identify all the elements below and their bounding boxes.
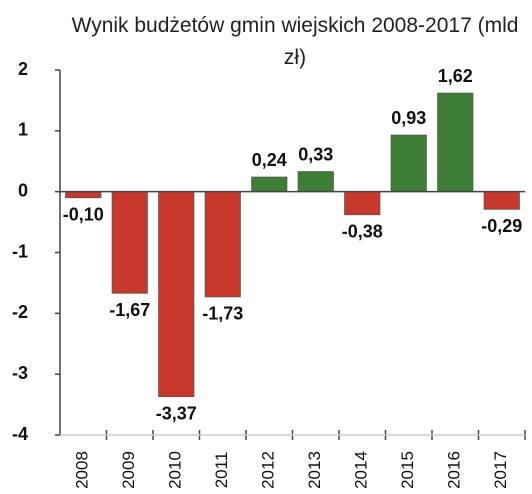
x-tick-label: 2008 xyxy=(73,451,92,489)
value-label: -0,29 xyxy=(481,216,522,236)
chart-title: Wynik budżetów gmin wiejskich 2008-2017 … xyxy=(71,14,519,69)
bar xyxy=(111,191,148,294)
value-label: 0,93 xyxy=(391,108,426,128)
bar xyxy=(204,191,241,298)
value-label: -3,37 xyxy=(156,403,197,423)
x-tick-label: 2011 xyxy=(212,452,231,489)
y-tick-label: -2 xyxy=(12,302,28,322)
bar xyxy=(344,191,381,216)
y-tick-label: 2 xyxy=(18,59,28,79)
value-label: 1,62 xyxy=(438,66,473,86)
x-tick-label: 2017 xyxy=(491,451,510,489)
value-label: -0,38 xyxy=(342,222,383,242)
y-tick-label: -1 xyxy=(12,241,28,261)
x-tick-label: 2014 xyxy=(352,451,371,489)
x-tick-label: 2016 xyxy=(445,451,464,489)
value-label: -0,10 xyxy=(63,205,104,225)
x-tick-label: 2013 xyxy=(305,451,324,489)
y-tick-label: -3 xyxy=(12,363,28,383)
y-tick-label: 1 xyxy=(18,120,28,140)
value-label: -1,73 xyxy=(202,304,243,324)
value-label: -1,67 xyxy=(109,300,150,320)
bar xyxy=(251,176,288,193)
x-tick-label: 2009 xyxy=(119,451,138,489)
bar xyxy=(390,134,427,193)
x-tick-label: 2010 xyxy=(166,451,185,489)
bar xyxy=(297,171,334,193)
y-tick-label: -4 xyxy=(12,424,28,444)
x-tick-label: 2015 xyxy=(398,451,417,489)
value-label: 0,24 xyxy=(252,150,287,170)
x-tick-label: 2012 xyxy=(259,451,278,489)
bar xyxy=(483,191,520,210)
bar xyxy=(65,191,102,199)
y-tick-label: 0 xyxy=(18,180,28,200)
value-label: 0,33 xyxy=(298,144,333,164)
bar xyxy=(158,191,195,398)
bar xyxy=(437,92,474,193)
